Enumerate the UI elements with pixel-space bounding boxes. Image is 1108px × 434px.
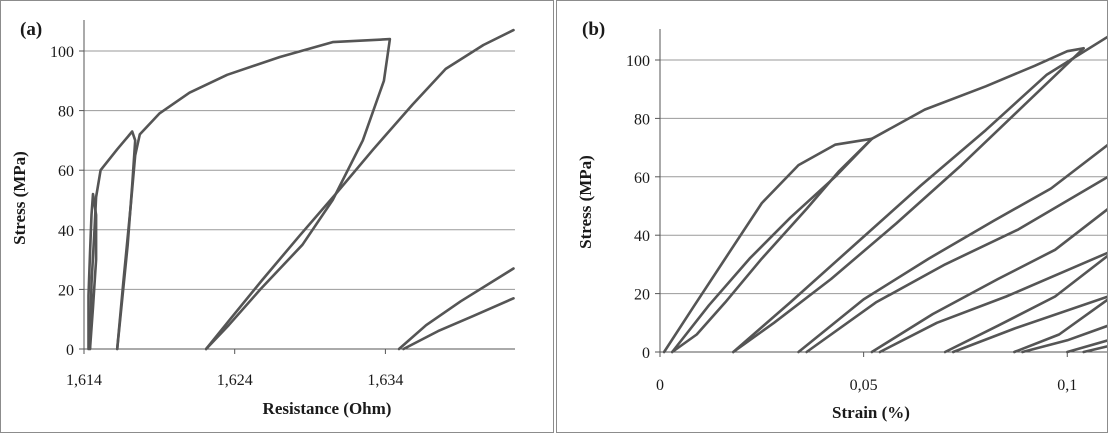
y-tick-label: 0 bbox=[642, 345, 650, 362]
y-tick-label: 80 bbox=[634, 111, 650, 128]
panel-label: (a) bbox=[20, 19, 42, 40]
series-line-7 bbox=[797, 143, 1107, 354]
series-line-14 bbox=[1021, 324, 1107, 354]
series-line-11 bbox=[943, 254, 1107, 354]
series-line-1 bbox=[87, 192, 98, 351]
series-line-5 bbox=[397, 267, 515, 351]
series-line-10 bbox=[878, 251, 1107, 354]
series-line-4 bbox=[870, 47, 1085, 141]
x-axis-title: Strain (%) bbox=[832, 403, 910, 422]
x-tick-label: 0 bbox=[656, 377, 664, 394]
panel-label: (b) bbox=[582, 19, 605, 40]
series-line-15 bbox=[1066, 339, 1107, 354]
series-line-6 bbox=[732, 35, 1107, 354]
x-tick-label: 0,1 bbox=[1057, 377, 1077, 394]
y-tick-label: 100 bbox=[626, 53, 650, 70]
chart-a-svg: 0 20 40 60 80 100 1,614 1,624 1,634 (a) Resistance… bbox=[10, 19, 515, 418]
series-group bbox=[87, 28, 515, 351]
series-line-5 bbox=[732, 47, 1085, 354]
series-line-1 bbox=[662, 137, 874, 354]
series-line-12 bbox=[951, 295, 1107, 354]
series-line-6 bbox=[402, 297, 515, 351]
chart-b-svg: 0 20 40 60 80 100 0 0,05 0,1 (b) Strain (%) Stress … bbox=[576, 19, 1107, 422]
x-axis-title: Resistance (Ohm) bbox=[263, 399, 392, 418]
y-tick-label: 20 bbox=[58, 282, 74, 299]
series-line-4 bbox=[204, 28, 515, 351]
x-tick-label: 1,634 bbox=[367, 372, 403, 389]
series-line-8 bbox=[805, 175, 1107, 354]
y-tick-label: 60 bbox=[634, 170, 650, 187]
series-line-3 bbox=[115, 37, 392, 351]
series-group bbox=[662, 35, 1107, 354]
y-tick-label: 100 bbox=[50, 44, 74, 61]
x-tick-label: 1,614 bbox=[66, 372, 102, 389]
y-tick-label: 40 bbox=[634, 228, 650, 245]
y-axis-title: Stress (MPa) bbox=[576, 155, 595, 249]
x-tick-label: 0,05 bbox=[850, 377, 878, 394]
y-tick-label: 40 bbox=[58, 223, 74, 240]
chart-panel-b: 0 20 40 60 80 100 0 0,05 0,1 (b) Strain (%) Stress … bbox=[556, 0, 1108, 433]
x-tick-label: 1,624 bbox=[217, 372, 253, 389]
series-line-13 bbox=[1013, 298, 1107, 354]
series-line-16 bbox=[1082, 345, 1107, 354]
y-tick-label: 60 bbox=[58, 163, 74, 180]
y-axis-title: Stress (MPa) bbox=[10, 151, 29, 245]
y-tick-label: 0 bbox=[66, 342, 74, 359]
series-line-3 bbox=[670, 137, 874, 354]
series-line-9 bbox=[870, 208, 1107, 354]
y-tick-label: 80 bbox=[58, 104, 74, 121]
chart-panel-a: 0 20 40 60 80 100 1,614 1,624 1,634 (a) Resistance… bbox=[0, 0, 554, 433]
y-tick-label: 20 bbox=[634, 287, 650, 304]
